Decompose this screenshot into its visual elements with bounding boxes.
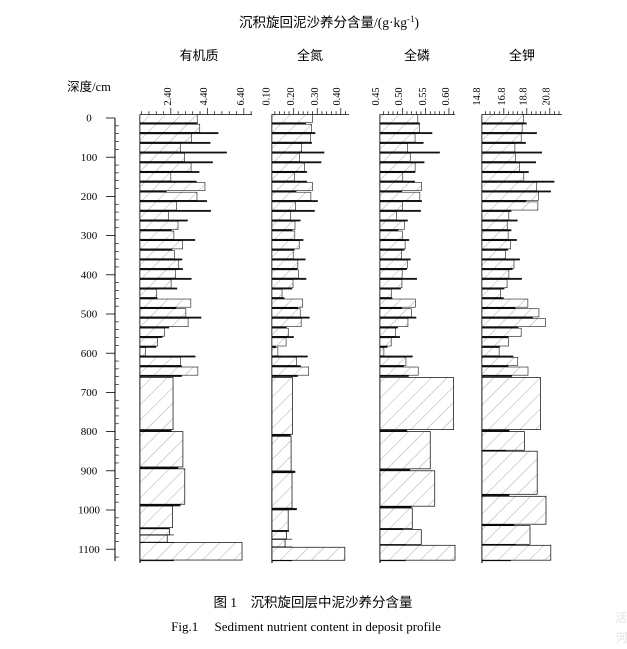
svg-text:有机质: 有机质 [179, 48, 218, 63]
svg-text:0.55: 0.55 [418, 87, 429, 105]
svg-text:16.8: 16.8 [497, 87, 508, 105]
svg-text:800: 800 [81, 426, 98, 438]
svg-text:14.8: 14.8 [472, 87, 483, 105]
svg-text:1000: 1000 [78, 505, 101, 517]
svg-text:Fig.1 Sediment nutrient co: Fig.1 Sediment nutrient content in depos… [171, 619, 441, 634]
svg-text:1100: 1100 [78, 544, 100, 556]
svg-text:300: 300 [81, 230, 98, 242]
svg-text:0.30: 0.30 [310, 87, 321, 105]
svg-text:200: 200 [81, 191, 98, 203]
svg-text:20.8: 20.8 [542, 87, 553, 105]
svg-text:0: 0 [86, 113, 92, 125]
svg-text:900: 900 [81, 465, 98, 477]
svg-text:18.8: 18.8 [519, 87, 530, 105]
svg-text:0.20: 0.20 [286, 87, 297, 105]
svg-text:500: 500 [81, 309, 98, 321]
svg-text:400: 400 [81, 269, 98, 281]
svg-text:4.40: 4.40 [199, 87, 210, 105]
svg-text:0.10: 0.10 [262, 87, 273, 105]
svg-text:700: 700 [81, 387, 98, 399]
svg-text:全钾: 全钾 [509, 48, 535, 63]
svg-text:0.60: 0.60 [441, 87, 452, 105]
svg-text:2.40: 2.40 [163, 87, 174, 105]
svg-text:100: 100 [81, 152, 98, 164]
svg-text:深度/cm: 深度/cm [67, 79, 111, 94]
svg-text:6.40: 6.40 [236, 87, 247, 105]
svg-text:全氮: 全氮 [297, 48, 323, 63]
svg-text:0.45: 0.45 [371, 87, 382, 105]
svg-text:沉积旋回泥沙养分含量/(g·kg-1): 沉积旋回泥沙养分含量/(g·kg-1) [239, 14, 419, 30]
svg-text:活: 活 [615, 611, 627, 626]
svg-text:全磷: 全磷 [404, 48, 430, 63]
svg-text:600: 600 [81, 348, 98, 360]
svg-text:0.50: 0.50 [394, 87, 405, 105]
svg-text:图 1 沉积旋回层中泥沙养分含量: 图 1 沉积旋回层中泥沙养分含量 [213, 595, 412, 610]
svg-text:河: 河 [615, 631, 627, 646]
svg-text:0.40: 0.40 [332, 87, 343, 105]
